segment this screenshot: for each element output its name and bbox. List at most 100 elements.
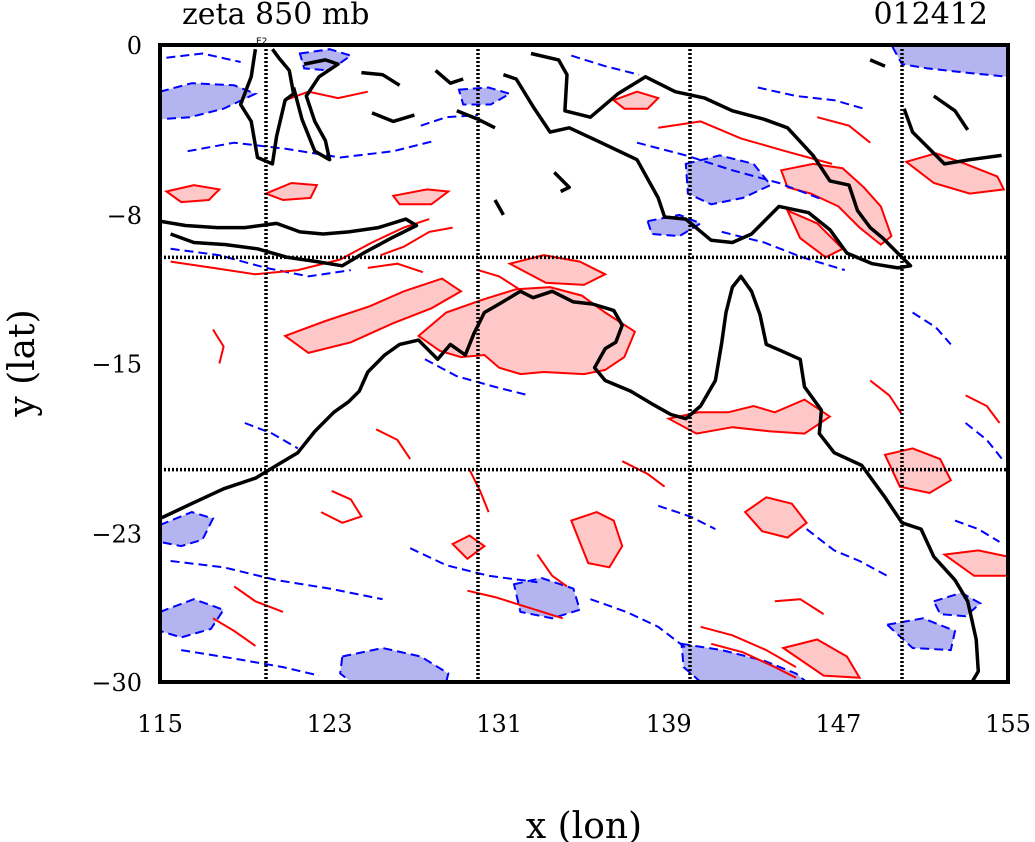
positive-vorticity-region: [785, 208, 845, 259]
negative-vorticity-region: [684, 154, 773, 206]
positive-vorticity-contour: [710, 642, 797, 679]
coastline-segment: [502, 51, 913, 270]
x-tick-label: 115: [137, 710, 183, 738]
positive-vorticity-region: [665, 398, 832, 435]
positive-vorticity-region: [283, 277, 463, 354]
positive-vorticity-contour: [477, 269, 524, 293]
title-time: 012412: [873, 0, 988, 32]
positive-vorticity-region: [743, 496, 809, 539]
coastline-segment: [553, 171, 571, 194]
negative-vorticity-contour: [244, 422, 299, 450]
positive-vorticity-contour: [320, 489, 363, 524]
positive-vorticity-region: [611, 90, 661, 110]
positive-vorticity-region: [263, 181, 319, 202]
coastline-segment: [371, 111, 415, 124]
positive-vorticity-region: [941, 549, 1008, 577]
map-area: [160, 45, 1008, 682]
negative-vorticity-contour: [571, 54, 640, 76]
negative-vorticity-contour: [181, 649, 320, 677]
y-axis-ticks: 0 −8 −15 −23 −30: [91, 32, 142, 697]
positive-vorticity-contour: [700, 625, 797, 668]
negative-vorticity-region: [160, 511, 215, 548]
title-variable: zeta 850 mb: [182, 0, 370, 32]
negative-vorticity-contour: [757, 86, 865, 110]
y-tick-label: −23: [91, 520, 142, 548]
coastline-segment: [869, 58, 886, 68]
x-axis-label: x (lon): [526, 806, 642, 842]
negative-vorticity-contour: [409, 547, 538, 584]
negative-vorticity-contour: [805, 528, 888, 577]
negative-vorticity-contour: [170, 560, 383, 601]
lat-lon-grid: [160, 45, 1008, 682]
y-tick-label: −8: [107, 202, 142, 230]
positive-vorticity-region: [391, 188, 451, 206]
negative-vorticity-contour: [964, 422, 1005, 462]
positive-vorticity-contour: [212, 617, 256, 647]
negative-vorticity-region: [890, 45, 1008, 78]
negative-vorticity-region: [160, 598, 226, 639]
positive-vorticity-contour: [170, 218, 430, 276]
coastline-segment: [902, 108, 1002, 166]
coastline-segment: [361, 70, 401, 87]
positive-vorticity-contour: [621, 460, 666, 488]
negative-vorticity-contour: [636, 141, 824, 201]
x-tick-label: 123: [307, 710, 353, 738]
coastline-segment: [493, 199, 505, 216]
positive-vorticity-contour: [467, 589, 564, 620]
positive-vorticity-region: [164, 184, 222, 204]
coastline-segment: [291, 58, 340, 162]
x-tick-label: 131: [476, 710, 522, 738]
positive-vorticity-region: [780, 638, 862, 679]
negative-vorticity-contour: [424, 358, 530, 397]
x-tick-label: 139: [646, 710, 692, 738]
positive-vorticity-contours: [170, 90, 1001, 679]
positive-vorticity-region: [507, 254, 608, 286]
positive-vorticity-contour: [965, 394, 1001, 424]
positive-vorticity-contour: [468, 469, 490, 513]
negative-vorticity-contour: [657, 504, 716, 530]
y-tick-label: 0: [127, 32, 142, 60]
negative-vorticity-region: [160, 82, 258, 121]
coastline-segment: [160, 217, 419, 268]
negative-vorticity-contour: [166, 52, 241, 63]
positive-vorticity-contour: [658, 120, 833, 165]
positive-vorticity-contour: [816, 116, 871, 144]
x-tick-label: 147: [815, 710, 861, 738]
x-tick-label: 155: [985, 710, 1031, 738]
y-tick-label: −15: [91, 351, 142, 379]
plot-frame: [158, 43, 1010, 684]
positive-vorticity-region: [904, 152, 1006, 195]
x-axis-ticks: 115 123 131 139 147 155: [137, 710, 1031, 738]
negative-vorticity-region: [680, 642, 809, 682]
positive-vorticity-region: [569, 511, 624, 569]
negative-vorticity-region: [885, 617, 957, 652]
y-axis-label: y (lat): [2, 309, 43, 417]
negative-vorticity-contour: [954, 519, 1001, 543]
y-tick-label: −30: [91, 669, 142, 697]
positive-vorticity-contour: [774, 598, 825, 615]
negative-vorticity-fills: [160, 45, 1008, 682]
coastline-segment: [434, 69, 464, 85]
positive-vorticity-contour: [869, 379, 903, 416]
coastline-segment: [160, 274, 981, 682]
negative-vorticity-region: [457, 86, 513, 106]
coastline: [160, 48, 1002, 682]
negative-vorticity-contour: [170, 247, 351, 278]
positive-vorticity-region: [416, 286, 637, 376]
small-marker: E2: [256, 37, 267, 47]
coastline-segment: [932, 94, 970, 131]
coastline-segment: [456, 109, 496, 130]
positive-vorticity-contour: [212, 328, 225, 364]
negative-vorticity-region: [339, 646, 450, 682]
negative-vorticity-contour: [912, 311, 952, 346]
positive-vorticity-contour: [380, 226, 453, 257]
positive-vorticity-contour: [375, 428, 412, 460]
positive-vorticity-contour: [536, 554, 568, 588]
positive-vorticity-contour: [233, 585, 284, 613]
positive-vorticity-contour: [367, 262, 424, 274]
negative-vorticity-contour: [187, 139, 436, 159]
negative-vorticity-contour: [590, 598, 687, 649]
coastline-segment: [238, 48, 296, 166]
